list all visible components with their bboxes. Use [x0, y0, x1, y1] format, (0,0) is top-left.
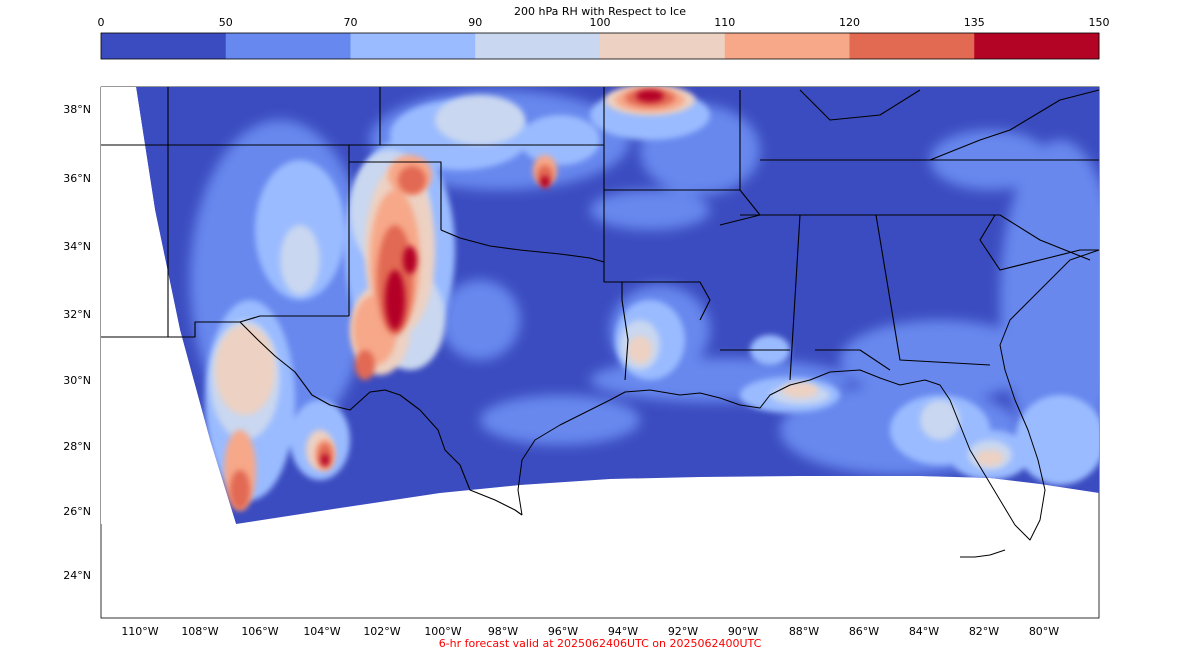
latitude-label: 30°N	[63, 374, 91, 387]
colorbar-tick-label: 70	[344, 16, 358, 29]
longitude-label: 100°W	[424, 625, 461, 638]
longitude-label: 108°W	[181, 625, 218, 638]
colorbar-tick-label: 110	[714, 16, 735, 29]
latitude-label: 26°N	[63, 505, 91, 518]
longitude-label: 106°W	[241, 625, 278, 638]
longitude-label: 92°W	[668, 625, 698, 638]
colorbar-tick-label: 120	[839, 16, 860, 29]
latitude-label: 34°N	[63, 240, 91, 253]
colorbar-segment	[101, 33, 227, 59]
supersaturation-field-max	[321, 90, 664, 466]
latitude-label: 38°N	[63, 103, 91, 116]
colorbar-segment	[724, 33, 850, 59]
colorbar-tick-label: 50	[219, 16, 233, 29]
florida-keys	[960, 549, 1006, 558]
longitude-label: 94°W	[608, 625, 638, 638]
colorbar-segment	[225, 33, 351, 59]
latitude-label: 36°N	[63, 172, 91, 185]
colorbar-tick-label: 135	[964, 16, 985, 29]
colorbar-segment	[475, 33, 601, 59]
colorbar-segment	[974, 33, 1100, 59]
longitude-label: 84°W	[909, 625, 939, 638]
colorbar-segment	[350, 33, 476, 59]
latitude-label: 28°N	[63, 440, 91, 453]
longitude-label: 90°W	[728, 625, 758, 638]
longitude-label: 80°W	[1029, 625, 1059, 638]
latitude-label: 32°N	[63, 308, 91, 321]
longitude-labels: 110°W 108°W 106°W 104°W 102°W 100°W 98°W 96°W 94…	[121, 625, 1059, 638]
longitude-label: 98°W	[488, 625, 518, 638]
latitude-labels: 38°N 36°N 34°N 32°N 30°N 28°N 26°N 24°N	[63, 103, 91, 582]
latitude-label: 24°N	[63, 569, 91, 582]
longitude-label: 82°W	[969, 625, 999, 638]
forecast-caption: 6-hr forecast valid at 2025062406UTC on …	[439, 637, 762, 650]
colorbar-tick-label: 100	[590, 16, 611, 29]
longitude-label: 110°W	[121, 625, 158, 638]
colorbar-tick-label: 0	[98, 16, 105, 29]
longitude-label: 96°W	[548, 625, 578, 638]
gulf-coastline	[517, 249, 1100, 541]
longitude-label: 102°W	[363, 625, 400, 638]
colorbar-title: 200 hPa RH with Respect to Ice	[514, 5, 686, 18]
colorbar-segment	[849, 33, 975, 59]
colorbar: 0 50 70 90 100 110 120 135 150	[98, 16, 1110, 60]
rh-data-domain	[136, 87, 1099, 524]
colorbar-segment	[600, 33, 726, 59]
rio-grande-border	[239, 321, 523, 516]
colorbar-tick-label: 90	[468, 16, 482, 29]
longitude-label: 86°W	[849, 625, 879, 638]
longitude-label: 104°W	[303, 625, 340, 638]
colorbar-outline	[100, 32, 1100, 60]
state-borders	[101, 87, 1100, 381]
longitude-label: 88°W	[789, 625, 819, 638]
colorbar-tick-label: 150	[1089, 16, 1110, 29]
